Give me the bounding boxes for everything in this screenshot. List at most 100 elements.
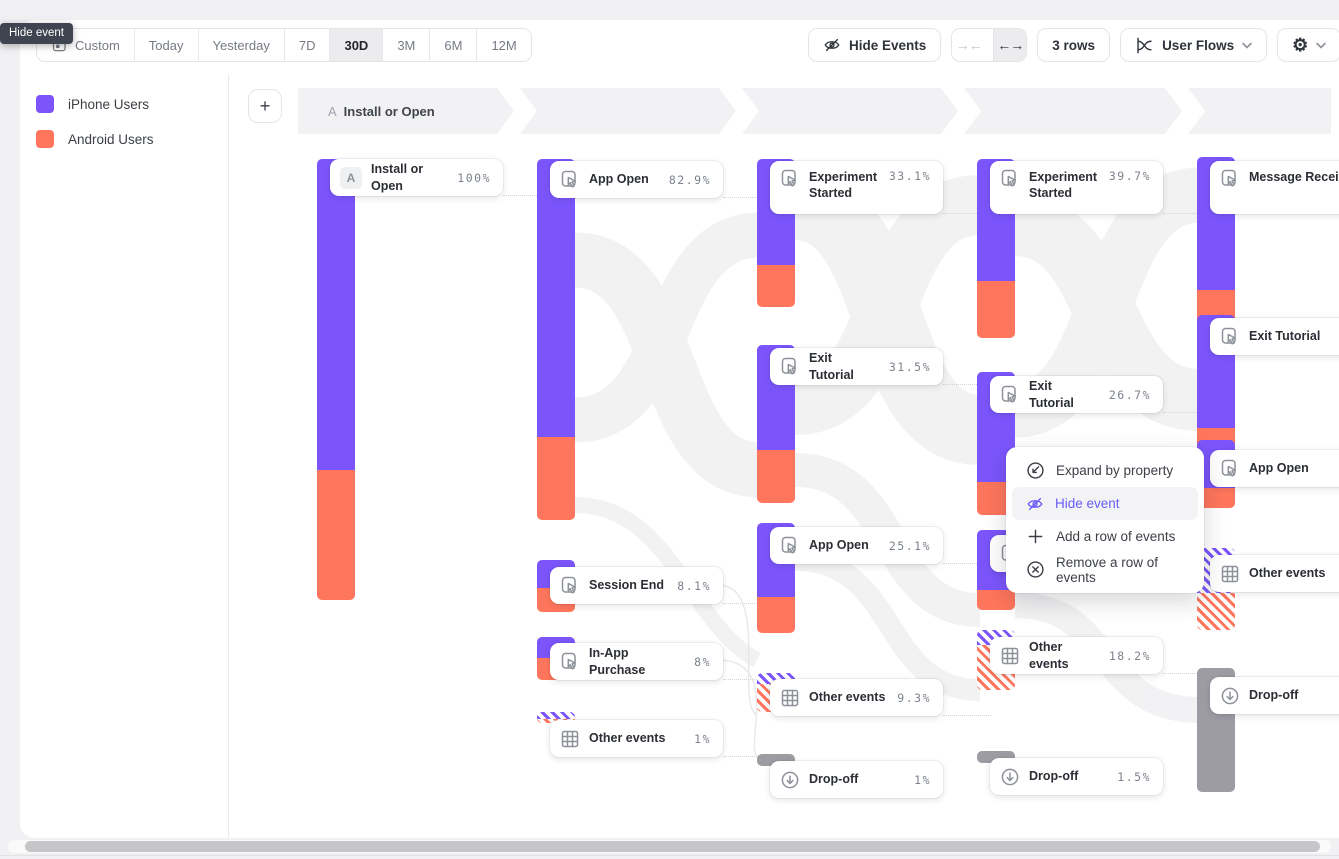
flow-node-card[interactable]: Other events <box>1210 555 1339 592</box>
flow-node-card[interactable]: Drop-off 1.5% <box>990 758 1163 795</box>
date-range-label: Yesterday <box>212 37 270 53</box>
date-range-7d[interactable]: 7D <box>284 29 331 61</box>
flow-node-percent: 1.5% <box>1117 769 1151 784</box>
horizontal-scrollbar-thumb[interactable] <box>25 841 1320 852</box>
rows-count-button[interactable]: 3 rows <box>1037 28 1111 62</box>
menu-item-remove-a-row-of-events[interactable]: Remove a row of events <box>1012 553 1198 586</box>
date-range-12m[interactable]: 12M <box>477 29 531 61</box>
date-range-group: Custom Today Yesterday 7D 30D 3M 6M 12M <box>36 28 532 62</box>
bottom-divider <box>0 855 1339 856</box>
eye-off-icon <box>823 36 841 54</box>
flow-node-percent: 1% <box>694 731 711 746</box>
flow-node-card[interactable]: App Open 25.1% <box>770 527 943 564</box>
flow-node-card[interactable]: Exit Tutorial 31.5% <box>770 348 943 385</box>
flow-node-percent: 8.1% <box>677 578 711 593</box>
flow-node-label: Drop-off <box>1029 769 1079 784</box>
date-range-6m[interactable]: 6M <box>430 29 478 61</box>
menu-item-label: Hide event <box>1055 496 1120 511</box>
step-banner-5[interactable] <box>1188 88 1331 134</box>
flow-node-label: Session End <box>589 578 665 593</box>
flow-node-card[interactable]: Drop-off <box>1210 677 1339 714</box>
flow-node-label: App Open <box>589 172 649 187</box>
flow-node-percent: 39.7% <box>1108 169 1151 183</box>
node-guide-dotline <box>723 197 771 198</box>
node-guide-dotline <box>943 715 991 716</box>
hide-events-label: Hide Events <box>849 37 927 53</box>
flow-node-bar[interactable] <box>537 159 575 520</box>
flow-node-label: Other events <box>1249 566 1326 581</box>
circle-x-icon <box>1026 560 1045 579</box>
date-range-label: 7D <box>298 37 316 53</box>
node-guide-dotline <box>503 195 551 196</box>
flow-node-card[interactable]: Drop-off 1% <box>770 761 943 798</box>
flow-node-card[interactable]: Other events 18.2% <box>990 637 1163 674</box>
flow-node-card[interactable]: Exit Tutorial <box>1210 318 1339 355</box>
step-banner-4[interactable] <box>964 88 1182 134</box>
node-guide-dotline <box>943 213 991 214</box>
date-range-yesterday[interactable]: Yesterday <box>198 29 285 61</box>
menu-item-add-a-row-of-events[interactable]: Add a row of events <box>1012 520 1198 553</box>
flow-node-card[interactable]: A Install or Open 100% <box>330 159 503 196</box>
node-guide-dotline <box>723 756 771 757</box>
date-range-30d[interactable]: 30D <box>330 29 384 61</box>
flow-node-label: In-App Purchase <box>589 646 646 677</box>
event-icon <box>1220 459 1240 479</box>
collapse-columns-button[interactable]: →← <box>955 37 983 53</box>
eye-off-icon <box>1026 495 1044 513</box>
event-icon <box>560 170 580 190</box>
flow-node-card[interactable]: Session End 8.1% <box>550 567 723 604</box>
menu-item-label: Expand by property <box>1056 463 1174 478</box>
legend-item[interactable]: Android Users <box>36 130 154 148</box>
date-range-3m[interactable]: 3M <box>383 29 431 61</box>
view-selector-button[interactable]: User Flows <box>1120 28 1268 62</box>
date-range-today[interactable]: Today <box>134 29 199 61</box>
hide-events-button[interactable]: Hide Events <box>808 28 942 62</box>
date-range-label: Custom <box>75 37 120 53</box>
flow-node-card[interactable]: Other events 9.3% <box>770 679 943 716</box>
flow-node-label: Other events <box>809 690 886 705</box>
step-banner-1[interactable]: A Install or Open <box>298 88 514 134</box>
expand-columns-button[interactable]: ←→ <box>993 29 1027 61</box>
node-guide-dotline <box>943 563 991 564</box>
step-banner-2[interactable] <box>520 88 736 134</box>
flow-node-card[interactable]: In-App Purchase 8% <box>550 643 723 680</box>
legend-item[interactable]: iPhone Users <box>36 95 154 113</box>
rows-count-label: 3 rows <box>1052 37 1096 53</box>
legend-divider <box>228 75 229 837</box>
horizontal-scrollbar[interactable] <box>8 840 1331 853</box>
step-banner-3[interactable] <box>742 88 958 134</box>
flow-node-label: Experiment Started <box>809 170 878 201</box>
event-icon <box>780 169 800 189</box>
date-range-label: 6M <box>444 37 463 53</box>
add-step-button[interactable]: + <box>248 89 282 123</box>
node-guide-dotline <box>1163 673 1211 674</box>
flow-node-bar[interactable] <box>317 159 355 600</box>
flow-node-card[interactable]: Other events 1% <box>550 720 723 757</box>
settings-button[interactable]: ⚙ <box>1277 28 1339 62</box>
flow-node-card[interactable]: Message Received <box>1210 161 1339 214</box>
event-icon <box>1220 327 1240 347</box>
flow-node-card[interactable]: Exit Tutorial 26.7% <box>990 376 1163 413</box>
dropoff-icon <box>1220 686 1240 706</box>
menu-item-hide-event[interactable]: Hide event <box>1012 487 1198 520</box>
flow-node-label: Message Received <box>1249 170 1339 184</box>
flow-node-percent: 26.7% <box>1108 387 1151 402</box>
flow-node-card[interactable]: App Open <box>1210 450 1339 487</box>
flow-node-label: Exit Tutorial <box>809 351 854 382</box>
flow-node-label: Experiment Started <box>1029 170 1098 201</box>
legend-swatch <box>36 95 54 113</box>
dropoff-icon <box>780 770 800 790</box>
flow-node-label: Exit Tutorial <box>1249 329 1321 344</box>
flow-node-card[interactable]: Experiment Started 33.1% <box>770 161 943 214</box>
chevron-down-icon <box>1316 42 1327 49</box>
hide-event-tooltip: Hide event <box>0 23 73 44</box>
flow-node-label: Drop-off <box>1249 688 1299 703</box>
flow-node-label: Exit Tutorial <box>1029 379 1074 410</box>
flow-node-percent: 1% <box>914 772 931 787</box>
event-context-menu: Expand by property Hide event Add a row of… <box>1006 447 1204 593</box>
flow-node-percent: 18.2% <box>1108 648 1151 663</box>
flow-node-card[interactable]: App Open 82.9% <box>550 161 723 198</box>
menu-item-expand-by-property[interactable]: Expand by property <box>1012 454 1198 487</box>
flow-node-card[interactable]: Experiment Started 39.7% <box>990 161 1163 214</box>
